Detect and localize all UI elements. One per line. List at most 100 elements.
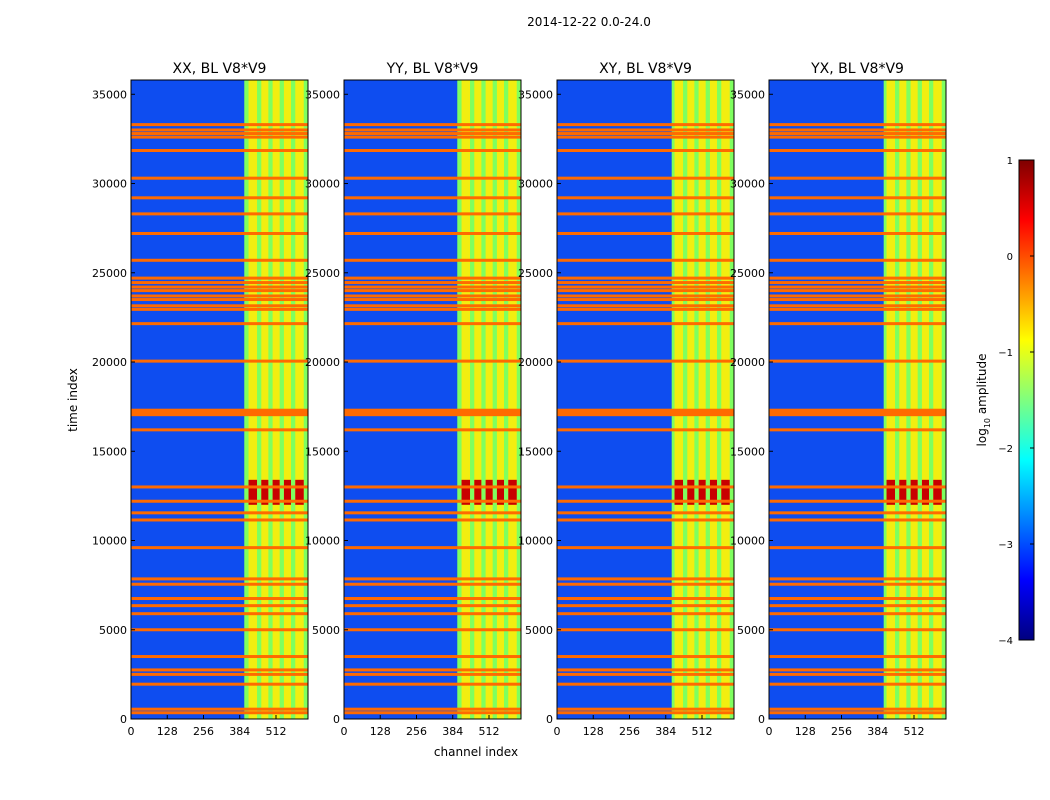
flagged-row [557, 582, 734, 586]
flagged-row [557, 359, 734, 363]
flagged-row [769, 411, 946, 415]
flagged-row [131, 485, 308, 489]
flagged-row [769, 196, 946, 200]
flagged-row [557, 132, 734, 136]
flagged-row [769, 307, 946, 311]
flagged-row [557, 307, 734, 311]
flagged-row [557, 655, 734, 659]
y-axis-label: time index [66, 368, 80, 432]
flagged-row [769, 304, 946, 308]
y-tick-label: 5000 [99, 624, 127, 637]
y-tick-label: 30000 [730, 178, 765, 191]
flagged-row [557, 518, 734, 522]
flagged-row [131, 176, 308, 180]
flagged-row [344, 707, 521, 711]
flagged-row [131, 281, 308, 285]
flagged-row [769, 276, 946, 280]
flagged-row [131, 428, 308, 432]
flagged-row [131, 518, 308, 522]
flagged-row [344, 428, 521, 432]
flagged-row [557, 298, 734, 302]
y-tick-label: 5000 [312, 624, 340, 637]
flagged-row [769, 232, 946, 236]
flagged-row [769, 546, 946, 550]
signal-channel [496, 80, 505, 719]
x-tick-label: 128 [370, 725, 391, 738]
flagged-row [769, 682, 946, 686]
x-tick-label: 384 [229, 725, 250, 738]
flagged-row [131, 298, 308, 302]
signal-channel [721, 80, 730, 719]
flagged-row [344, 128, 521, 132]
figure-suptitle: 2014-12-22 0.0-24.0 [527, 15, 651, 29]
flagged-row [344, 485, 521, 489]
flagged-row [769, 707, 946, 711]
flagged-row [769, 582, 946, 586]
y-tick-label: 35000 [518, 88, 553, 101]
colorbar-label-log: log [975, 428, 989, 446]
hot-region [921, 479, 930, 505]
flagged-row [131, 582, 308, 586]
y-tick-label: 15000 [730, 445, 765, 458]
flagged-row [344, 212, 521, 216]
flagged-row [344, 597, 521, 601]
colorbar-tick-label: 1 [1007, 156, 1013, 167]
y-tick-label: 0 [120, 713, 127, 726]
flagged-row [344, 196, 521, 200]
y-tick-label: 0 [546, 713, 553, 726]
colorbar-tick-label: −4 [998, 636, 1013, 647]
flagged-row [131, 499, 308, 503]
y-tick-label: 20000 [730, 356, 765, 369]
signal-channel [272, 80, 280, 719]
panel-frame [556, 79, 735, 720]
flagged-row [344, 499, 521, 503]
y-tick-label: 25000 [305, 267, 340, 280]
flagged-row [769, 285, 946, 289]
flagged-row [769, 413, 946, 417]
flagged-row [344, 546, 521, 550]
flagged-row [131, 612, 308, 616]
flagged-row [557, 428, 734, 432]
hot-region [261, 479, 269, 505]
y-tick-label: 35000 [92, 88, 127, 101]
flagged-row [131, 577, 308, 581]
flagged-row [769, 655, 946, 659]
x-tick-label: 256 [619, 725, 640, 738]
flagged-row [769, 281, 946, 285]
y-tick-label: 35000 [305, 88, 340, 101]
y-tick-label: 30000 [92, 178, 127, 191]
x-tick-label: 512 [691, 725, 712, 738]
flagged-row [344, 304, 521, 308]
colorbar: 10−1−2−3−4 log10 amplitude [975, 156, 1035, 647]
colorbar-ticks: 1 0 −1 −2 −3 −4 [998, 156, 1034, 647]
y-tick-label: 5000 [737, 624, 765, 637]
flagged-row [769, 672, 946, 676]
x-tick-label: 0 [554, 725, 561, 738]
flagged-row [557, 546, 734, 550]
flagged-row [344, 682, 521, 686]
x-axis-label: channel index [434, 745, 518, 759]
flagged-row [769, 597, 946, 601]
flagged-row [131, 304, 308, 308]
heatmap-panels: XX, BL V8*V9 0 128 256 384 512 0 5000 10000 15000… [92, 61, 947, 738]
flagged-row [131, 128, 308, 132]
flagged-row [769, 485, 946, 489]
flagged-row [131, 597, 308, 601]
hot-region [461, 479, 471, 505]
flagged-row [344, 518, 521, 522]
signal-channel [248, 80, 258, 719]
panel-title: XY, BL V8*V9 [599, 61, 692, 77]
signal-channel [899, 80, 907, 719]
flagged-row [557, 276, 734, 280]
y-tick-label: 20000 [92, 356, 127, 369]
flagged-row [344, 123, 521, 127]
y-tick-label: 35000 [730, 88, 765, 101]
colorbar-label-rest: amplitude [975, 354, 989, 418]
flagged-row [557, 196, 734, 200]
flagged-row [344, 232, 521, 236]
flagged-row [769, 298, 946, 302]
flagged-row [769, 258, 946, 262]
panel-title: YY, BL V8*V9 [386, 61, 479, 77]
flagged-row [344, 672, 521, 676]
